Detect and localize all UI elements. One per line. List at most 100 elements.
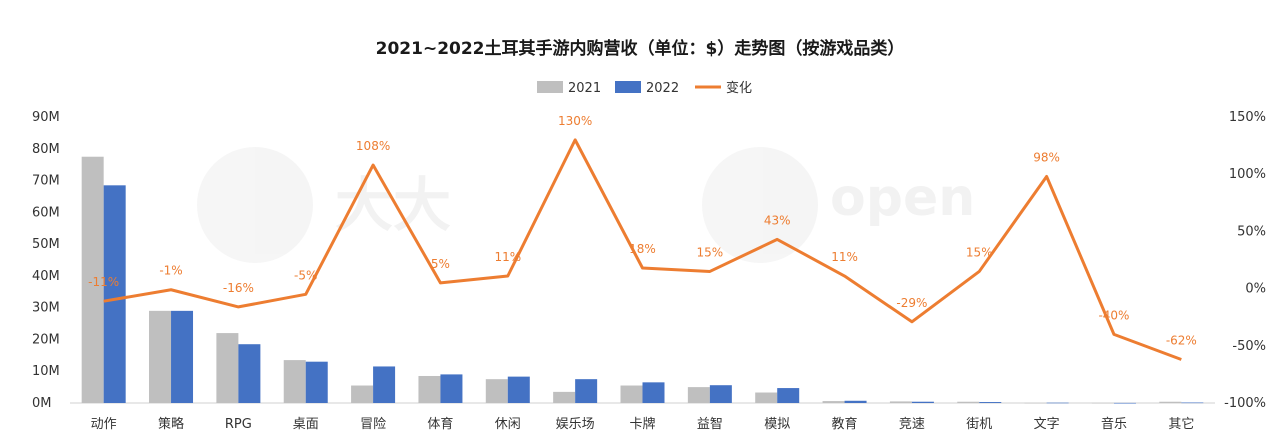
bar-2022 xyxy=(1046,402,1069,404)
y-right-tick-label: -50% xyxy=(1232,339,1266,354)
x-category-label: RPG xyxy=(225,417,252,432)
svg-text:大大: 大大 xyxy=(335,171,451,239)
y-left-tick-label: 70M xyxy=(32,174,60,189)
y-left-tick-label: 20M xyxy=(32,332,60,347)
x-category-label: 模拟 xyxy=(764,417,790,432)
bar-2021 xyxy=(81,156,104,403)
change-data-label: 108% xyxy=(356,139,390,153)
y-left-tick-label: 90M xyxy=(32,110,60,125)
y-left-tick-label: 50M xyxy=(32,237,60,252)
y-right-tick-label: 50% xyxy=(1237,224,1266,239)
change-data-label: 5% xyxy=(431,257,450,271)
bar-2021 xyxy=(957,401,980,403)
bar-2021 xyxy=(889,401,912,403)
x-category-label: 益智 xyxy=(697,417,723,432)
y-axis-right: -100% -50% 0% 50% 100% 150% xyxy=(1224,110,1266,411)
x-category-label: 体育 xyxy=(427,416,453,432)
x-category-label: 桌面 xyxy=(293,417,319,432)
legend-swatch-2021 xyxy=(537,81,563,93)
change-data-label: -62% xyxy=(1166,334,1197,348)
chart-title: 2021~2022土耳其手游内购营收（单位：$）走势图（按游戏品类） xyxy=(376,38,905,59)
x-axis-categories: 动作 策略 RPG 桌面 冒险 体育 休闲 娱乐场 卡牌 益智 模拟 教育 竞速 街机 文字 音乐 其它 xyxy=(91,416,1195,432)
change-data-label: 15% xyxy=(966,245,993,259)
legend-label: 2022 xyxy=(646,81,679,96)
change-data-label: 15% xyxy=(697,245,724,259)
bar-2022 xyxy=(979,402,1002,403)
bar-2022 xyxy=(373,366,396,403)
bar-2022 xyxy=(642,382,665,403)
bar-2021 xyxy=(485,379,508,403)
bar-2022 xyxy=(507,376,530,403)
bar-2022 xyxy=(305,361,328,403)
bar-2021 xyxy=(620,385,643,403)
y-right-tick-label: 100% xyxy=(1229,167,1266,182)
bar-2022 xyxy=(575,379,598,403)
legend-label: 2021 xyxy=(568,81,601,96)
bar-2022 xyxy=(777,388,800,403)
change-data-label: -16% xyxy=(223,281,254,295)
bar-2022 xyxy=(103,185,126,403)
watermark-logo: 大大 open xyxy=(197,147,975,263)
x-category-label: 教育 xyxy=(832,416,858,432)
change-data-label: -1% xyxy=(159,264,182,278)
x-category-label: 卡牌 xyxy=(629,416,655,432)
bar-2021 xyxy=(687,387,710,403)
bar-2021 xyxy=(216,333,239,403)
change-data-label: -11% xyxy=(88,275,119,289)
change-data-label: 18% xyxy=(629,242,656,256)
x-category-label: 娱乐场 xyxy=(556,417,595,432)
y-left-tick-label: 0M xyxy=(32,396,52,411)
change-data-label: -5% xyxy=(294,268,317,282)
bar-2021 xyxy=(1024,402,1047,404)
change-data-label: 11% xyxy=(494,250,521,264)
bar-2022 xyxy=(1181,402,1204,404)
change-line xyxy=(103,138,1182,361)
bar-2021 xyxy=(553,391,576,403)
bar-2021 xyxy=(1091,402,1114,404)
y-left-tick-label: 30M xyxy=(32,301,60,316)
legend-swatch-2022 xyxy=(615,81,641,93)
bar-2021 xyxy=(1159,401,1182,403)
x-category-label: 动作 xyxy=(91,417,117,432)
y-left-tick-label: 10M xyxy=(32,364,60,379)
bar-2022 xyxy=(911,401,934,403)
change-line-series: -11% -1% -16% -5% 108% 5% 11% 130% 18% 15% 43% 11% -… xyxy=(88,114,1197,361)
x-category-label: 文字 xyxy=(1034,417,1060,432)
y-axis-left: 0M 10M 20M 30M 40M 50M 60M 70M 80M 90M xyxy=(32,110,60,411)
bar-2021 xyxy=(755,392,778,403)
change-data-label: 130% xyxy=(558,114,592,128)
change-data-label: 43% xyxy=(764,213,791,227)
y-right-tick-label: 150% xyxy=(1229,110,1266,125)
bar-2022 xyxy=(1113,402,1136,404)
bar-2021 xyxy=(149,310,172,403)
bar-2022 xyxy=(709,385,732,403)
x-category-label: 其它 xyxy=(1168,416,1194,432)
y-right-tick-label: 0% xyxy=(1245,282,1266,297)
x-category-label: 音乐 xyxy=(1101,416,1127,432)
y-left-tick-label: 80M xyxy=(32,142,60,157)
x-category-label: 冒险 xyxy=(360,417,386,432)
x-category-label: 竞速 xyxy=(899,416,925,432)
legend-label: 变化 xyxy=(726,80,752,96)
change-data-label: -40% xyxy=(1098,308,1129,322)
chart-legend: 2021 2022 变化 xyxy=(537,80,752,96)
x-category-label: 街机 xyxy=(966,417,992,432)
x-category-label: 策略 xyxy=(158,416,184,432)
bar-2021 xyxy=(822,401,845,403)
change-data-label: 11% xyxy=(831,250,858,264)
bar-2021 xyxy=(283,360,306,403)
svg-text:open: open xyxy=(830,168,975,228)
bar-2021 xyxy=(351,385,374,403)
bar-2022 xyxy=(844,400,867,403)
bar-series xyxy=(81,156,1204,404)
y-left-tick-label: 40M xyxy=(32,269,60,284)
bar-2022 xyxy=(171,310,194,403)
bar-2022 xyxy=(440,374,463,403)
bar-2021 xyxy=(418,375,441,403)
y-left-tick-label: 60M xyxy=(32,205,60,220)
bar-2022 xyxy=(238,344,261,403)
change-data-label: -29% xyxy=(896,296,927,310)
x-category-label: 休闲 xyxy=(495,417,521,432)
